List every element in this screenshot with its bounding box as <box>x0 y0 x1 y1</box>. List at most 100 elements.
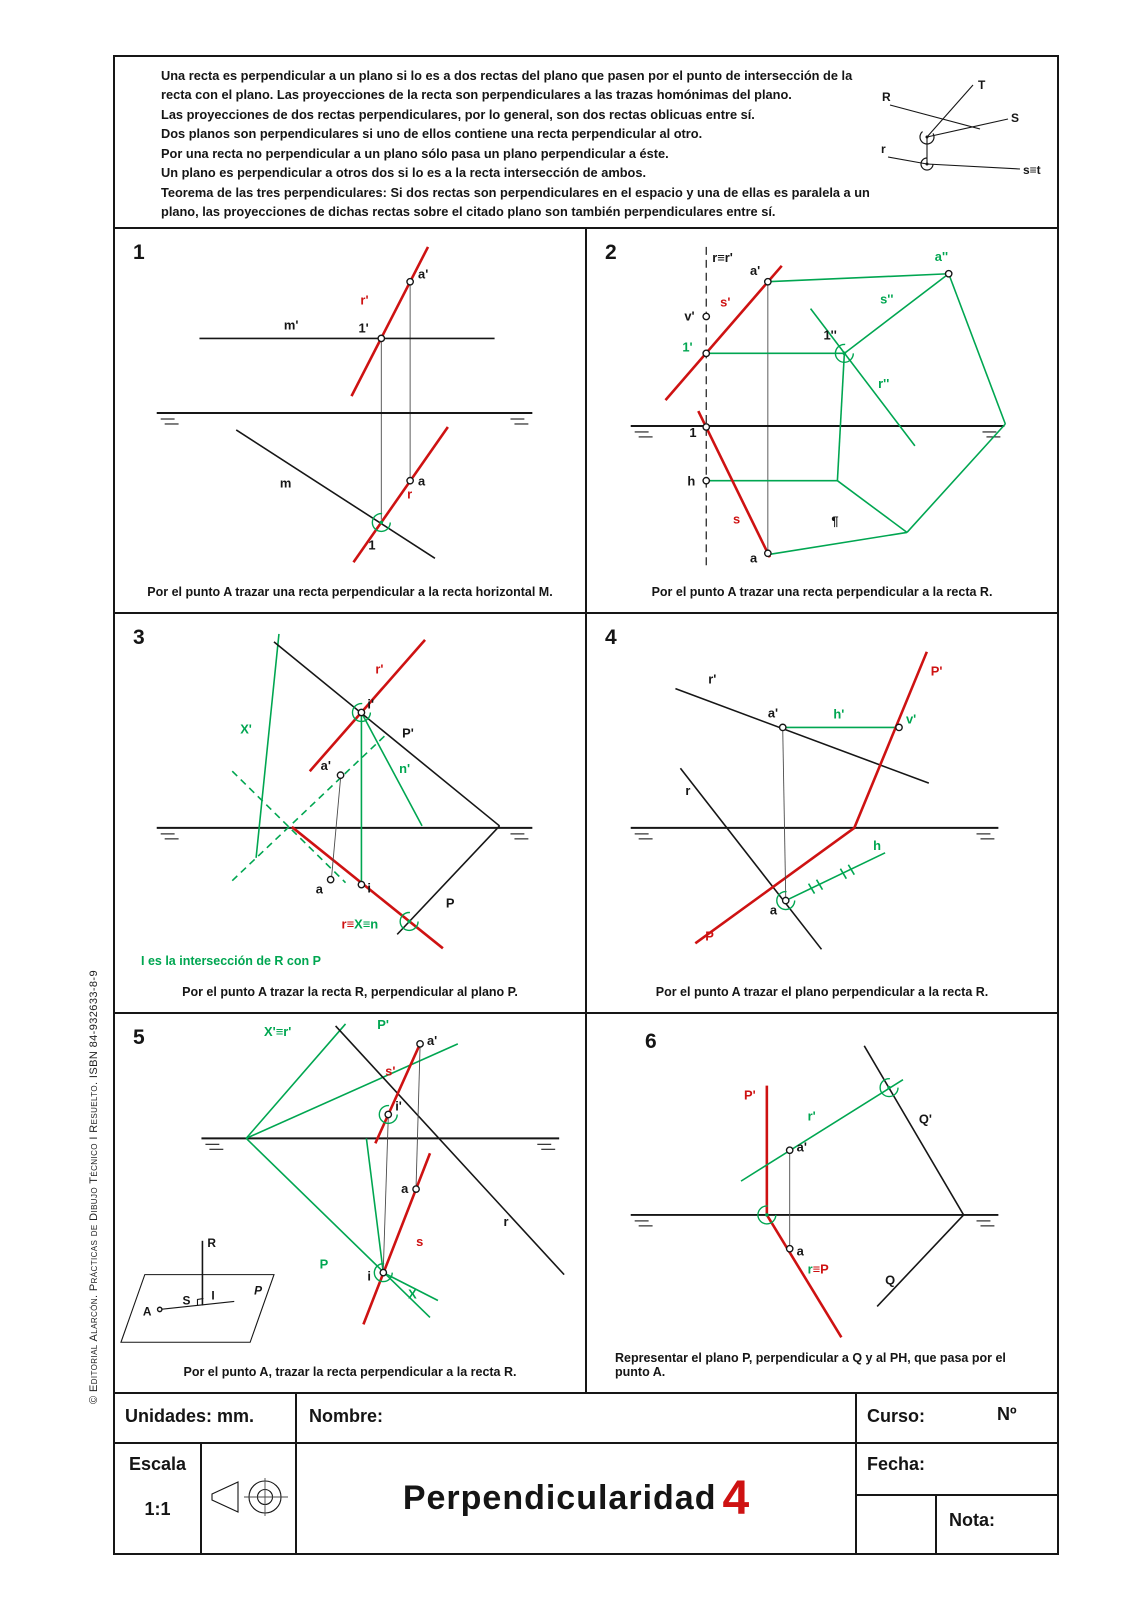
sketch-label-I: I <box>211 1288 214 1302</box>
label-1: 1 <box>368 537 375 552</box>
label-P-prime: P' <box>377 1017 389 1032</box>
course-label: Curso: <box>867 1406 925 1426</box>
scale-label: Escala <box>128 1454 187 1474</box>
label-h-prime: h' <box>833 706 844 721</box>
label-s: s <box>733 511 740 526</box>
exercise-cell-3: X' P' r' i' a' n' a i r≡X≡n P 3 I es la … <box>115 614 585 1012</box>
label-r-second: r'' <box>878 376 889 391</box>
publisher-side-text: © Editorial Alarcón. Prácticas de Dibujo… <box>88 969 100 1404</box>
exercise-cell-5: R S A I P X'≡r' P' s' a' i' r a s P i X … <box>115 1014 585 1392</box>
header: Una recta es perpendicular a un plano si… <box>115 57 1057 227</box>
divider <box>200 1444 202 1553</box>
label-i: i <box>367 881 371 896</box>
label-i: i <box>367 1269 371 1284</box>
exercise-caption: Por el punto A, trazar la recta perpendi… <box>183 1365 517 1379</box>
label-1-prime: 1' <box>682 339 692 354</box>
intro-line: Dos planos son perpendiculares si uno de… <box>161 126 703 142</box>
mini-lines <box>887 84 1021 170</box>
label-n-prime: n' <box>399 761 410 776</box>
figure-5: R S A I P X'≡r' P' s' a' i' r a s P i X <box>120 1017 565 1343</box>
label-P-prime: P' <box>402 725 414 740</box>
projection-lines <box>380 284 411 520</box>
units-label: Unidades: mm. <box>125 1406 255 1426</box>
label-s-second: s'' <box>880 292 893 307</box>
right-angle-mark <box>371 512 391 533</box>
sheet-number: 4 <box>722 1471 750 1525</box>
plane-P <box>765 1085 843 1338</box>
mini-label-R: R <box>882 90 891 104</box>
label-r: r <box>504 1214 509 1229</box>
mini-label-S: S <box>1011 111 1019 125</box>
projection-lines <box>782 730 787 898</box>
label-a-prime: a' <box>750 263 760 278</box>
divider <box>585 229 587 1392</box>
label-a: a <box>418 474 426 489</box>
label-r: r <box>407 487 412 502</box>
label-a: a <box>750 550 758 565</box>
label-a: a <box>770 902 778 917</box>
label-X: X <box>408 1286 417 1301</box>
label-v-prime: v' <box>906 711 916 726</box>
line-r-prime <box>675 687 930 784</box>
divider <box>857 1494 1057 1496</box>
line-r <box>335 1025 565 1276</box>
figure-2: r≡r' s' v' 1' a' a'' s'' 1'' r'' h 1 s a… <box>630 246 1007 570</box>
exercise-number: 1 <box>133 241 145 264</box>
label-r-equiv-P-red: ≡P <box>813 1262 830 1277</box>
divider <box>855 1394 857 1553</box>
label-r-X-n-green: X≡n <box>354 916 378 931</box>
divider <box>115 227 1057 229</box>
exercise-cell-1: a' r' m' 1' a m r 1 1 Por el punto A tra… <box>115 229 585 612</box>
sheet-title: Perpendicularidad 4 <box>297 1444 855 1553</box>
label-1-prime: 1' <box>358 320 368 335</box>
divider <box>935 1496 937 1553</box>
label-s: s <box>416 1234 423 1249</box>
exercise-number: 4 <box>605 626 617 649</box>
three-perpendiculars-mini-diagram: R T S r s≡t <box>881 79 1041 177</box>
right-angle-mark <box>834 343 854 364</box>
label-a-prime: a' <box>418 267 428 282</box>
divider <box>115 1442 1057 1444</box>
exercise-number: 2 <box>605 241 617 264</box>
ground-line <box>201 1137 560 1150</box>
exercise-number: 6 <box>645 1030 657 1053</box>
figure-1: a' r' m' 1' a m r 1 <box>156 246 533 564</box>
label-i-prime: i' <box>367 697 374 712</box>
line-r <box>679 767 823 950</box>
points <box>778 723 903 905</box>
points <box>785 1146 794 1253</box>
green-construction <box>245 1023 459 1318</box>
scale-value: 1:1 <box>144 1499 171 1519</box>
ground-line <box>156 412 533 425</box>
plane-trace-P-prime <box>273 641 501 827</box>
label-a-prime: a' <box>427 1033 437 1048</box>
number-label: Nº <box>997 1404 1017 1424</box>
intro-line: Las proyecciones de dos rectas perpendic… <box>161 106 755 122</box>
name-label: Nombre: <box>309 1406 384 1426</box>
right-angle-marks <box>757 1077 899 1225</box>
label-h: h <box>687 474 695 489</box>
label-r-prime: r' <box>708 672 716 687</box>
line-s-prime <box>664 264 783 401</box>
line-s <box>697 410 771 558</box>
label-r-prime: r' <box>360 293 368 308</box>
label-a: a <box>316 882 324 897</box>
ground-line <box>156 826 533 840</box>
title-block: Unidades: mm. Nombre: Curso: Nº Escala 1… <box>115 1394 1057 1553</box>
mini-label-s-t: s≡t <box>1023 163 1041 177</box>
projection-lines <box>331 778 342 877</box>
label-s-prime: s' <box>720 295 730 310</box>
label-a-prime: a' <box>768 705 778 720</box>
intro-text: Una recta es perpendicular a un plano si… <box>161 66 885 222</box>
label-plane-pi: ¶ <box>831 513 838 528</box>
mini-angle-marks <box>919 129 935 171</box>
exercise-number: 5 <box>133 1026 145 1049</box>
projection-lines <box>382 1046 421 1270</box>
line-r-prime <box>350 246 430 397</box>
label-a: a <box>797 1244 805 1259</box>
exercise-caption: Por el punto A trazar el plano perpendic… <box>655 985 989 999</box>
label-m-prime: m' <box>284 317 299 332</box>
divider <box>115 612 1057 614</box>
plane-trace-P <box>396 825 501 935</box>
exercise-cell-2: r≡r' s' v' 1' a' a'' s'' 1'' r'' h 1 s a… <box>587 229 1057 612</box>
